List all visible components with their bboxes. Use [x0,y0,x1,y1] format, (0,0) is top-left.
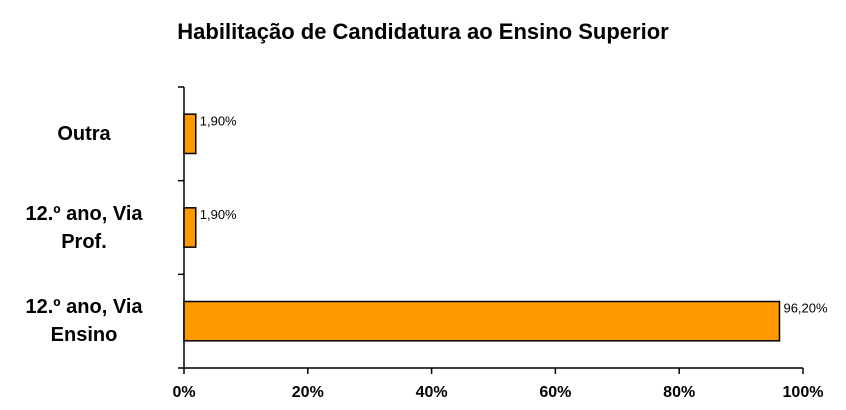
value-label: 1,90% [200,207,237,222]
bar [183,300,781,342]
value-label: 1,90% [200,113,237,128]
x-tick-label: 0% [172,384,195,401]
x-tick-label: 40% [416,384,448,401]
y-tick-label: 12.º ano, Via Prof. [25,202,143,253]
bar [183,207,197,248]
x-tick-label: 80% [663,384,695,401]
x-tick-label: 60% [539,384,571,401]
x-tick-label: 100% [783,384,824,401]
y-tick-label: 12.º ano, Via Ensino [25,296,143,347]
y-tick-label: Outra [57,122,111,145]
x-tick-label: 20% [292,384,324,401]
value-label: 96,20% [783,301,828,316]
bar [183,113,197,155]
chart-title: Habilitação de Candidatura ao Ensino Sup… [177,19,669,44]
